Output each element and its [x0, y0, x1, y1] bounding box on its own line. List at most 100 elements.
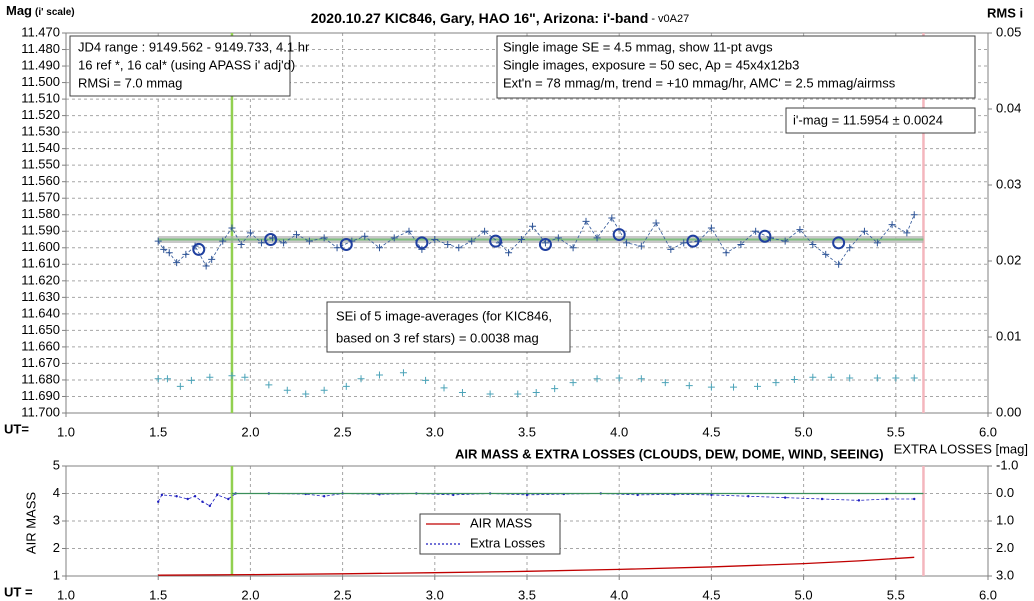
y-tick-label: 11.490 — [21, 57, 60, 72]
point — [265, 381, 273, 389]
text-box — [326, 301, 571, 353]
y2-tick-label: -1.0 — [996, 457, 1018, 472]
y-tick-label: 11.510 — [21, 91, 60, 106]
y-tick-label: 11.550 — [21, 157, 60, 172]
point — [710, 493, 713, 497]
x-tick-label: 2.5 — [334, 424, 352, 439]
x-tick-label: 3.0 — [426, 424, 444, 439]
x-axis-label: UT= — [4, 421, 29, 436]
x-tick-label: 2.0 — [241, 587, 259, 601]
point — [228, 372, 236, 380]
point — [517, 236, 525, 244]
point — [796, 226, 804, 234]
point — [910, 211, 918, 219]
point — [283, 386, 291, 394]
x-tick-label: 1.5 — [149, 587, 167, 601]
point — [293, 231, 300, 239]
x-tick-label: 3.0 — [426, 587, 444, 601]
annotations: JD4 range : 9149.562 - 9149.733, 4.1 hr … — [69, 35, 976, 353]
point — [514, 390, 522, 398]
point — [237, 240, 245, 248]
point — [637, 242, 645, 250]
point — [754, 382, 761, 390]
point — [269, 234, 277, 242]
point — [857, 499, 861, 502]
point — [809, 373, 817, 381]
point — [154, 237, 162, 245]
point — [772, 379, 780, 387]
point — [208, 255, 216, 263]
y2-tick-label: 0.01 — [996, 328, 1021, 343]
point — [860, 227, 868, 235]
x-tick-label: 3.5 — [518, 424, 536, 439]
box-text: Ext'n = 78 mmag/m, trend = +10 mmag/hr, … — [503, 75, 896, 90]
average-point — [489, 234, 503, 248]
point — [730, 383, 738, 391]
point — [822, 250, 830, 258]
average-point — [686, 234, 700, 248]
x-tick-label: 5.5 — [887, 424, 905, 439]
point — [219, 237, 227, 245]
point — [206, 373, 214, 381]
subtitle: - v0A27 — [648, 13, 689, 25]
x-axis-label: UT = — [4, 584, 33, 599]
x-tick-label: 4.5 — [702, 424, 720, 439]
point — [241, 373, 249, 381]
point — [333, 244, 341, 252]
point — [623, 239, 631, 247]
y-label-note: (i' scale) — [35, 7, 75, 18]
point — [593, 375, 601, 383]
point — [431, 236, 439, 244]
point — [399, 369, 407, 377]
point — [193, 495, 197, 498]
x-tick-label: 3.5 — [518, 587, 536, 601]
point — [913, 497, 916, 501]
y-tick-label: 11.620 — [21, 272, 60, 287]
average-point — [192, 242, 206, 256]
legend-label: AIR MASS — [470, 515, 532, 530]
average-point — [832, 236, 846, 250]
y-tick-label: 11.670 — [21, 355, 60, 370]
y2-tick-label: 2.0 — [996, 540, 1014, 555]
point — [615, 374, 623, 382]
point — [783, 496, 787, 499]
point — [175, 495, 178, 498]
y-tick-label: 4 — [53, 485, 60, 500]
point — [529, 222, 537, 230]
point — [680, 239, 688, 247]
x-tick-label: 4.0 — [610, 587, 628, 601]
y-tick-label: 11.600 — [21, 239, 60, 254]
point — [228, 224, 236, 232]
average-point — [339, 237, 353, 251]
point — [302, 390, 310, 398]
x-tick-label: 1.0 — [57, 424, 75, 439]
y-tick-label: 11.520 — [21, 107, 60, 122]
y2-tick-label: 0.00 — [996, 404, 1021, 419]
point — [458, 388, 466, 396]
text-box — [69, 35, 291, 97]
point — [569, 379, 577, 387]
point — [707, 224, 715, 232]
point — [737, 240, 745, 248]
y2-tick-label: 0.0 — [996, 485, 1014, 500]
point — [505, 249, 513, 257]
point — [636, 493, 639, 497]
plot-border — [65, 465, 989, 577]
point — [186, 497, 189, 501]
point — [157, 500, 160, 503]
point — [455, 244, 463, 252]
point — [541, 239, 549, 247]
point — [202, 262, 210, 270]
point — [722, 249, 730, 257]
point — [361, 232, 369, 240]
average-point — [538, 237, 552, 251]
y2-tick-label: 0.03 — [996, 176, 1021, 191]
y-tick-label: 11.560 — [21, 173, 60, 188]
x-tick-label: 6.0 — [979, 424, 997, 439]
y-tick-label: 11.470 — [21, 24, 60, 39]
title: 2020.10.27 KIC846, Gary, HAO 16", Arizon… — [311, 10, 649, 26]
point — [405, 227, 413, 235]
point — [532, 388, 540, 396]
box-text: JD4 range : 9149.562 - 9149.733, 4.1 hr — [78, 39, 310, 54]
point — [216, 493, 219, 497]
